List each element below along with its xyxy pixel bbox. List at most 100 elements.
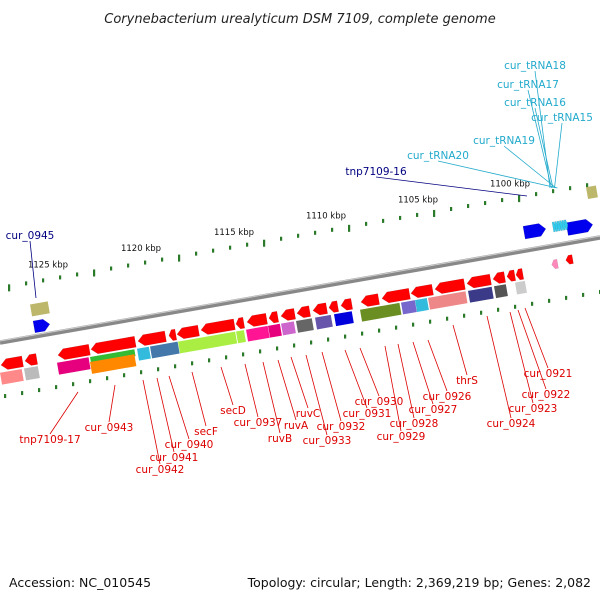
trna-gene-arrow bbox=[556, 220, 561, 232]
gene-label: cur_0928 bbox=[390, 418, 439, 430]
scale-label: 1125 kbp bbox=[28, 260, 68, 270]
trna-gene-arrow bbox=[551, 221, 557, 233]
leader-line bbox=[321, 351, 342, 422]
outer-tick bbox=[93, 269, 96, 277]
leader-line bbox=[220, 366, 234, 406]
leader-line bbox=[359, 347, 380, 397]
leader-line bbox=[29, 240, 37, 299]
outer-tick bbox=[365, 221, 368, 226]
leader-line bbox=[397, 343, 415, 419]
inner-tick bbox=[157, 367, 160, 372]
gene-label: cur_0941 bbox=[150, 452, 199, 464]
reverse-gene-arrow bbox=[280, 308, 296, 321]
reverse-gene-arrow bbox=[57, 343, 91, 360]
gene-label: cur_0926 bbox=[423, 391, 472, 403]
outer-tick bbox=[399, 215, 402, 220]
reverse-gene-arrow bbox=[506, 269, 517, 282]
inner-tick bbox=[480, 310, 483, 315]
leader-line bbox=[191, 371, 207, 427]
gene-label: cur_0933 bbox=[303, 435, 352, 447]
gene-label: cur_0924 bbox=[487, 418, 536, 430]
cog-category-bar bbox=[246, 325, 270, 342]
leader-line bbox=[305, 354, 328, 436]
gene-label: cur_0930 bbox=[355, 396, 404, 408]
gene-label: secF bbox=[194, 426, 218, 438]
reverse-gene-arrow bbox=[90, 335, 137, 355]
leader-line bbox=[486, 315, 512, 419]
scale-label: 1105 kbp bbox=[398, 196, 438, 206]
reverse-gene-arrow bbox=[328, 300, 340, 313]
cog-category-bar bbox=[415, 298, 429, 312]
trna-gene-arrow bbox=[554, 221, 559, 232]
inner-tick bbox=[327, 337, 330, 342]
leader-line bbox=[168, 375, 190, 440]
genome-summary-text: Topology: circular; Length: 2,369,219 bp… bbox=[247, 575, 591, 590]
leader-line bbox=[142, 379, 161, 465]
inner-tick bbox=[463, 313, 466, 318]
cog-category-bar bbox=[137, 346, 151, 361]
inner-tick bbox=[89, 379, 92, 384]
inner-tick bbox=[582, 292, 585, 297]
reverse-gene-arrow bbox=[137, 330, 167, 346]
leader-line bbox=[517, 309, 547, 390]
trna-label: cur_tRNA15 bbox=[531, 112, 593, 124]
reverse-gene-arrow bbox=[296, 305, 311, 319]
gene-label: ruvA bbox=[284, 420, 309, 432]
inner-tick bbox=[412, 322, 415, 327]
gene-label: ruvB bbox=[268, 433, 292, 445]
cog-category-bar bbox=[267, 323, 282, 338]
gene-label: cur_0931 bbox=[343, 408, 392, 420]
outer-tick bbox=[59, 275, 62, 280]
inner-tick bbox=[259, 349, 262, 354]
scale-label: 1110 kbp bbox=[306, 212, 346, 222]
outer-tick bbox=[348, 224, 351, 232]
inner-tick bbox=[361, 331, 364, 336]
inner-tick bbox=[225, 355, 228, 360]
scale-label: 1100 kbp bbox=[490, 180, 530, 190]
reverse-gene-arrow bbox=[246, 312, 268, 327]
cog-category-bar bbox=[468, 286, 494, 303]
inner-tick bbox=[55, 385, 58, 390]
outer-tick bbox=[25, 281, 28, 286]
gene-label: cur_0943 bbox=[85, 422, 134, 434]
backbone-line bbox=[0, 235, 600, 345]
leader-line bbox=[527, 89, 552, 189]
outer-tick bbox=[144, 260, 147, 265]
leader-line bbox=[509, 311, 534, 404]
outer-tick bbox=[569, 186, 572, 191]
reverse-gene-arrow bbox=[340, 298, 354, 311]
gene-label: ruvC bbox=[296, 408, 321, 420]
outer-tick bbox=[484, 201, 487, 206]
outer-tick bbox=[382, 218, 385, 223]
gene-features bbox=[0, 185, 598, 385]
cog-category-bar bbox=[296, 318, 314, 333]
outer-tick bbox=[76, 272, 79, 277]
outer-tick bbox=[433, 209, 436, 217]
gene-label: cur_0942 bbox=[136, 464, 185, 476]
inner-tick bbox=[276, 346, 279, 351]
outer-tick bbox=[535, 192, 538, 197]
leader-line bbox=[156, 377, 175, 453]
cog-category-bar bbox=[400, 300, 417, 315]
reverse-gene-arrow bbox=[200, 318, 236, 335]
gene-label: tnp7109-16 bbox=[345, 166, 407, 178]
outer-tick bbox=[229, 245, 232, 250]
cog-category-bar bbox=[334, 311, 354, 327]
outer-tick bbox=[416, 212, 419, 217]
scale-label: 1115 kbp bbox=[214, 228, 254, 238]
outer-tick bbox=[552, 189, 555, 194]
gene-labels: cur_tRNA18 cur_tRNA17 cur_tRNA16 cur_tRNA15… bbox=[6, 60, 593, 476]
inner-tick bbox=[174, 364, 177, 369]
gene-label: cur_0921 bbox=[524, 368, 573, 380]
cog-category-bar bbox=[0, 368, 24, 385]
inner-tick bbox=[140, 370, 143, 375]
label-leaders bbox=[29, 70, 563, 465]
reverse-gene-arrow bbox=[268, 311, 280, 324]
inner-tick bbox=[344, 334, 347, 339]
reverse-gene-arrow bbox=[0, 355, 24, 370]
inner-tick bbox=[429, 319, 432, 324]
outer-tick bbox=[263, 239, 266, 247]
inner-tick bbox=[395, 325, 398, 330]
inner-tick bbox=[514, 304, 517, 309]
reverse-gene-arrow bbox=[492, 271, 507, 284]
